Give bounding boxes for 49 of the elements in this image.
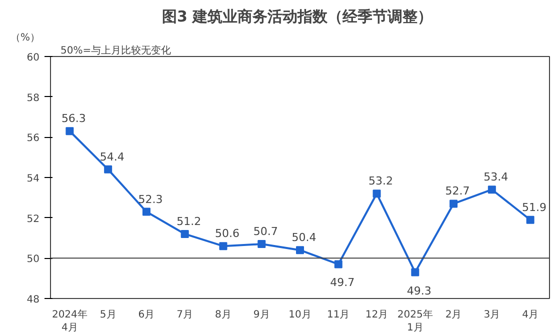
annotation: 50%=与上月比较无变化 (60, 44, 172, 56)
point (104, 165, 112, 174)
data-label: 50.7 (253, 225, 278, 238)
point (66, 127, 74, 136)
data-label: 49.3 (406, 284, 432, 298)
x-tick-label: 2025年 1月 (397, 308, 433, 334)
y-tick-label: 56 (26, 133, 40, 144)
y-tick-label: 60 (26, 52, 40, 64)
x-tick-label: 6月 (138, 310, 155, 320)
x-tick-label: 8月 (215, 310, 232, 320)
data-label: 53.4 (484, 170, 508, 184)
point (450, 200, 458, 208)
x-tick-label: 2月 (445, 310, 462, 320)
data-label: 50.6 (214, 227, 240, 240)
y-tick-label: 58 (26, 92, 40, 104)
y-axis-title: （%） (10, 32, 40, 44)
chart-title: 图3 建筑业商务活动指数（经季节调整） (162, 8, 433, 26)
x-tick-label: 12月 (365, 310, 388, 320)
point (142, 208, 150, 216)
y-tick-label: 54 (26, 174, 40, 184)
data-label: 52.3 (138, 192, 163, 206)
point (372, 190, 381, 198)
data-label: 53.2 (368, 174, 394, 188)
point (488, 186, 496, 194)
point (219, 242, 228, 250)
x-tick-label: 11月 (327, 310, 350, 320)
point (526, 216, 534, 224)
point (258, 240, 266, 248)
x-tick-label: 5月 (100, 310, 116, 320)
point (411, 268, 420, 276)
data-label: 49.7 (330, 276, 355, 290)
x-tick-label: 4月 (522, 310, 538, 320)
y-tick-label: 48 (26, 294, 40, 306)
y-tick-label: 50 (26, 254, 40, 266)
x-tick-label: 10月 (288, 310, 312, 320)
y-tick-label: 52 (26, 214, 40, 225)
point (334, 260, 342, 268)
x-tick-label: 9月 (253, 310, 270, 320)
data-label: 52.7 (445, 184, 470, 198)
data-label: 51.9 (522, 200, 547, 214)
data-label: 51.2 (176, 214, 202, 228)
point (180, 230, 189, 238)
data-label: 50.4 (292, 231, 316, 244)
point (296, 246, 304, 254)
x-tick-label: 2024年 4月 (52, 308, 88, 334)
x-tick-label: 3月 (484, 310, 500, 320)
x-tick-label: 7月 (176, 310, 194, 320)
data-label: 54.4 (100, 150, 124, 164)
data-label: 56.3 (61, 112, 86, 126)
